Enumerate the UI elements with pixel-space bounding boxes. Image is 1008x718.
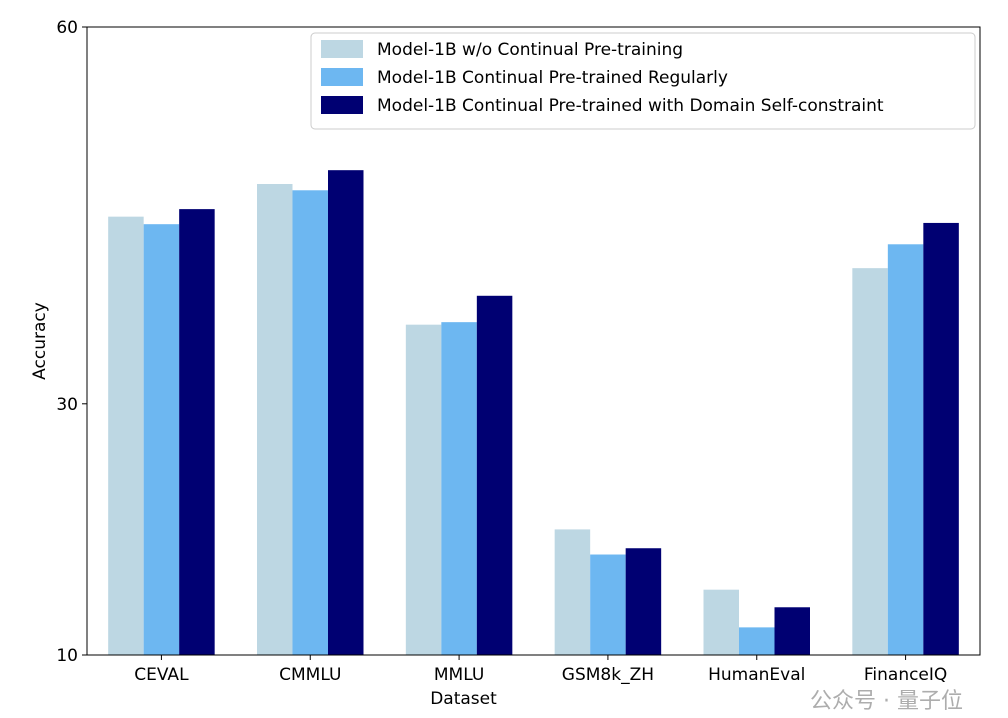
legend-swatch bbox=[321, 96, 363, 114]
bar-HumanEval-2 bbox=[774, 607, 810, 655]
bar-CEVAL-0 bbox=[108, 216, 144, 655]
watermark: 公众号 · 量子位 bbox=[810, 689, 963, 714]
bar-GSM8k_ZH-2 bbox=[625, 548, 662, 655]
x-tick-label: FinanceIQ bbox=[864, 665, 947, 685]
bar-FinanceIQ-0 bbox=[852, 268, 888, 655]
bar-FinanceIQ-2 bbox=[923, 222, 959, 655]
bar-CMMLU-0 bbox=[257, 184, 293, 655]
bar-FinanceIQ-1 bbox=[887, 244, 924, 655]
x-axis-label: Dataset bbox=[430, 689, 497, 709]
bar-CMMLU-1 bbox=[292, 190, 328, 655]
legend-box bbox=[310, 32, 976, 130]
legend-swatch bbox=[321, 68, 363, 86]
y-tick-label: 30 bbox=[56, 395, 78, 415]
x-tick-label: CEVAL bbox=[134, 665, 189, 685]
bar-CEVAL-1 bbox=[143, 224, 180, 655]
legend-label: Model-1B w/o Continual Pre-training bbox=[377, 40, 683, 60]
x-tick-label: HumanEval bbox=[708, 665, 805, 685]
x-tick-label: CMMLU bbox=[279, 665, 341, 685]
y-axis-label: Accuracy bbox=[30, 302, 50, 380]
bar-GSM8k_ZH-1 bbox=[590, 554, 626, 655]
x-tick-label: GSM8k_ZH bbox=[562, 665, 654, 685]
plot-frame bbox=[86, 26, 981, 656]
bar-CEVAL-2 bbox=[179, 209, 215, 655]
bar-MMLU-2 bbox=[476, 295, 513, 655]
bar-GSM8k_ZH-0 bbox=[554, 529, 591, 655]
y-tick-label: 60 bbox=[56, 18, 78, 38]
x-tick-label: MMLU bbox=[434, 665, 484, 685]
legend-swatch bbox=[321, 40, 363, 58]
legend-label: Model-1B Continual Pre-trained with Doma… bbox=[377, 96, 884, 116]
bar-HumanEval-0 bbox=[703, 589, 739, 655]
bar-MMLU-0 bbox=[405, 324, 442, 655]
bar-HumanEval-1 bbox=[739, 627, 775, 655]
y-tick-label: 10 bbox=[56, 646, 78, 666]
bar-MMLU-1 bbox=[441, 322, 477, 655]
legend-label: Model-1B Continual Pre-trained Regularly bbox=[377, 68, 728, 88]
bar-CMMLU-2 bbox=[328, 170, 364, 655]
